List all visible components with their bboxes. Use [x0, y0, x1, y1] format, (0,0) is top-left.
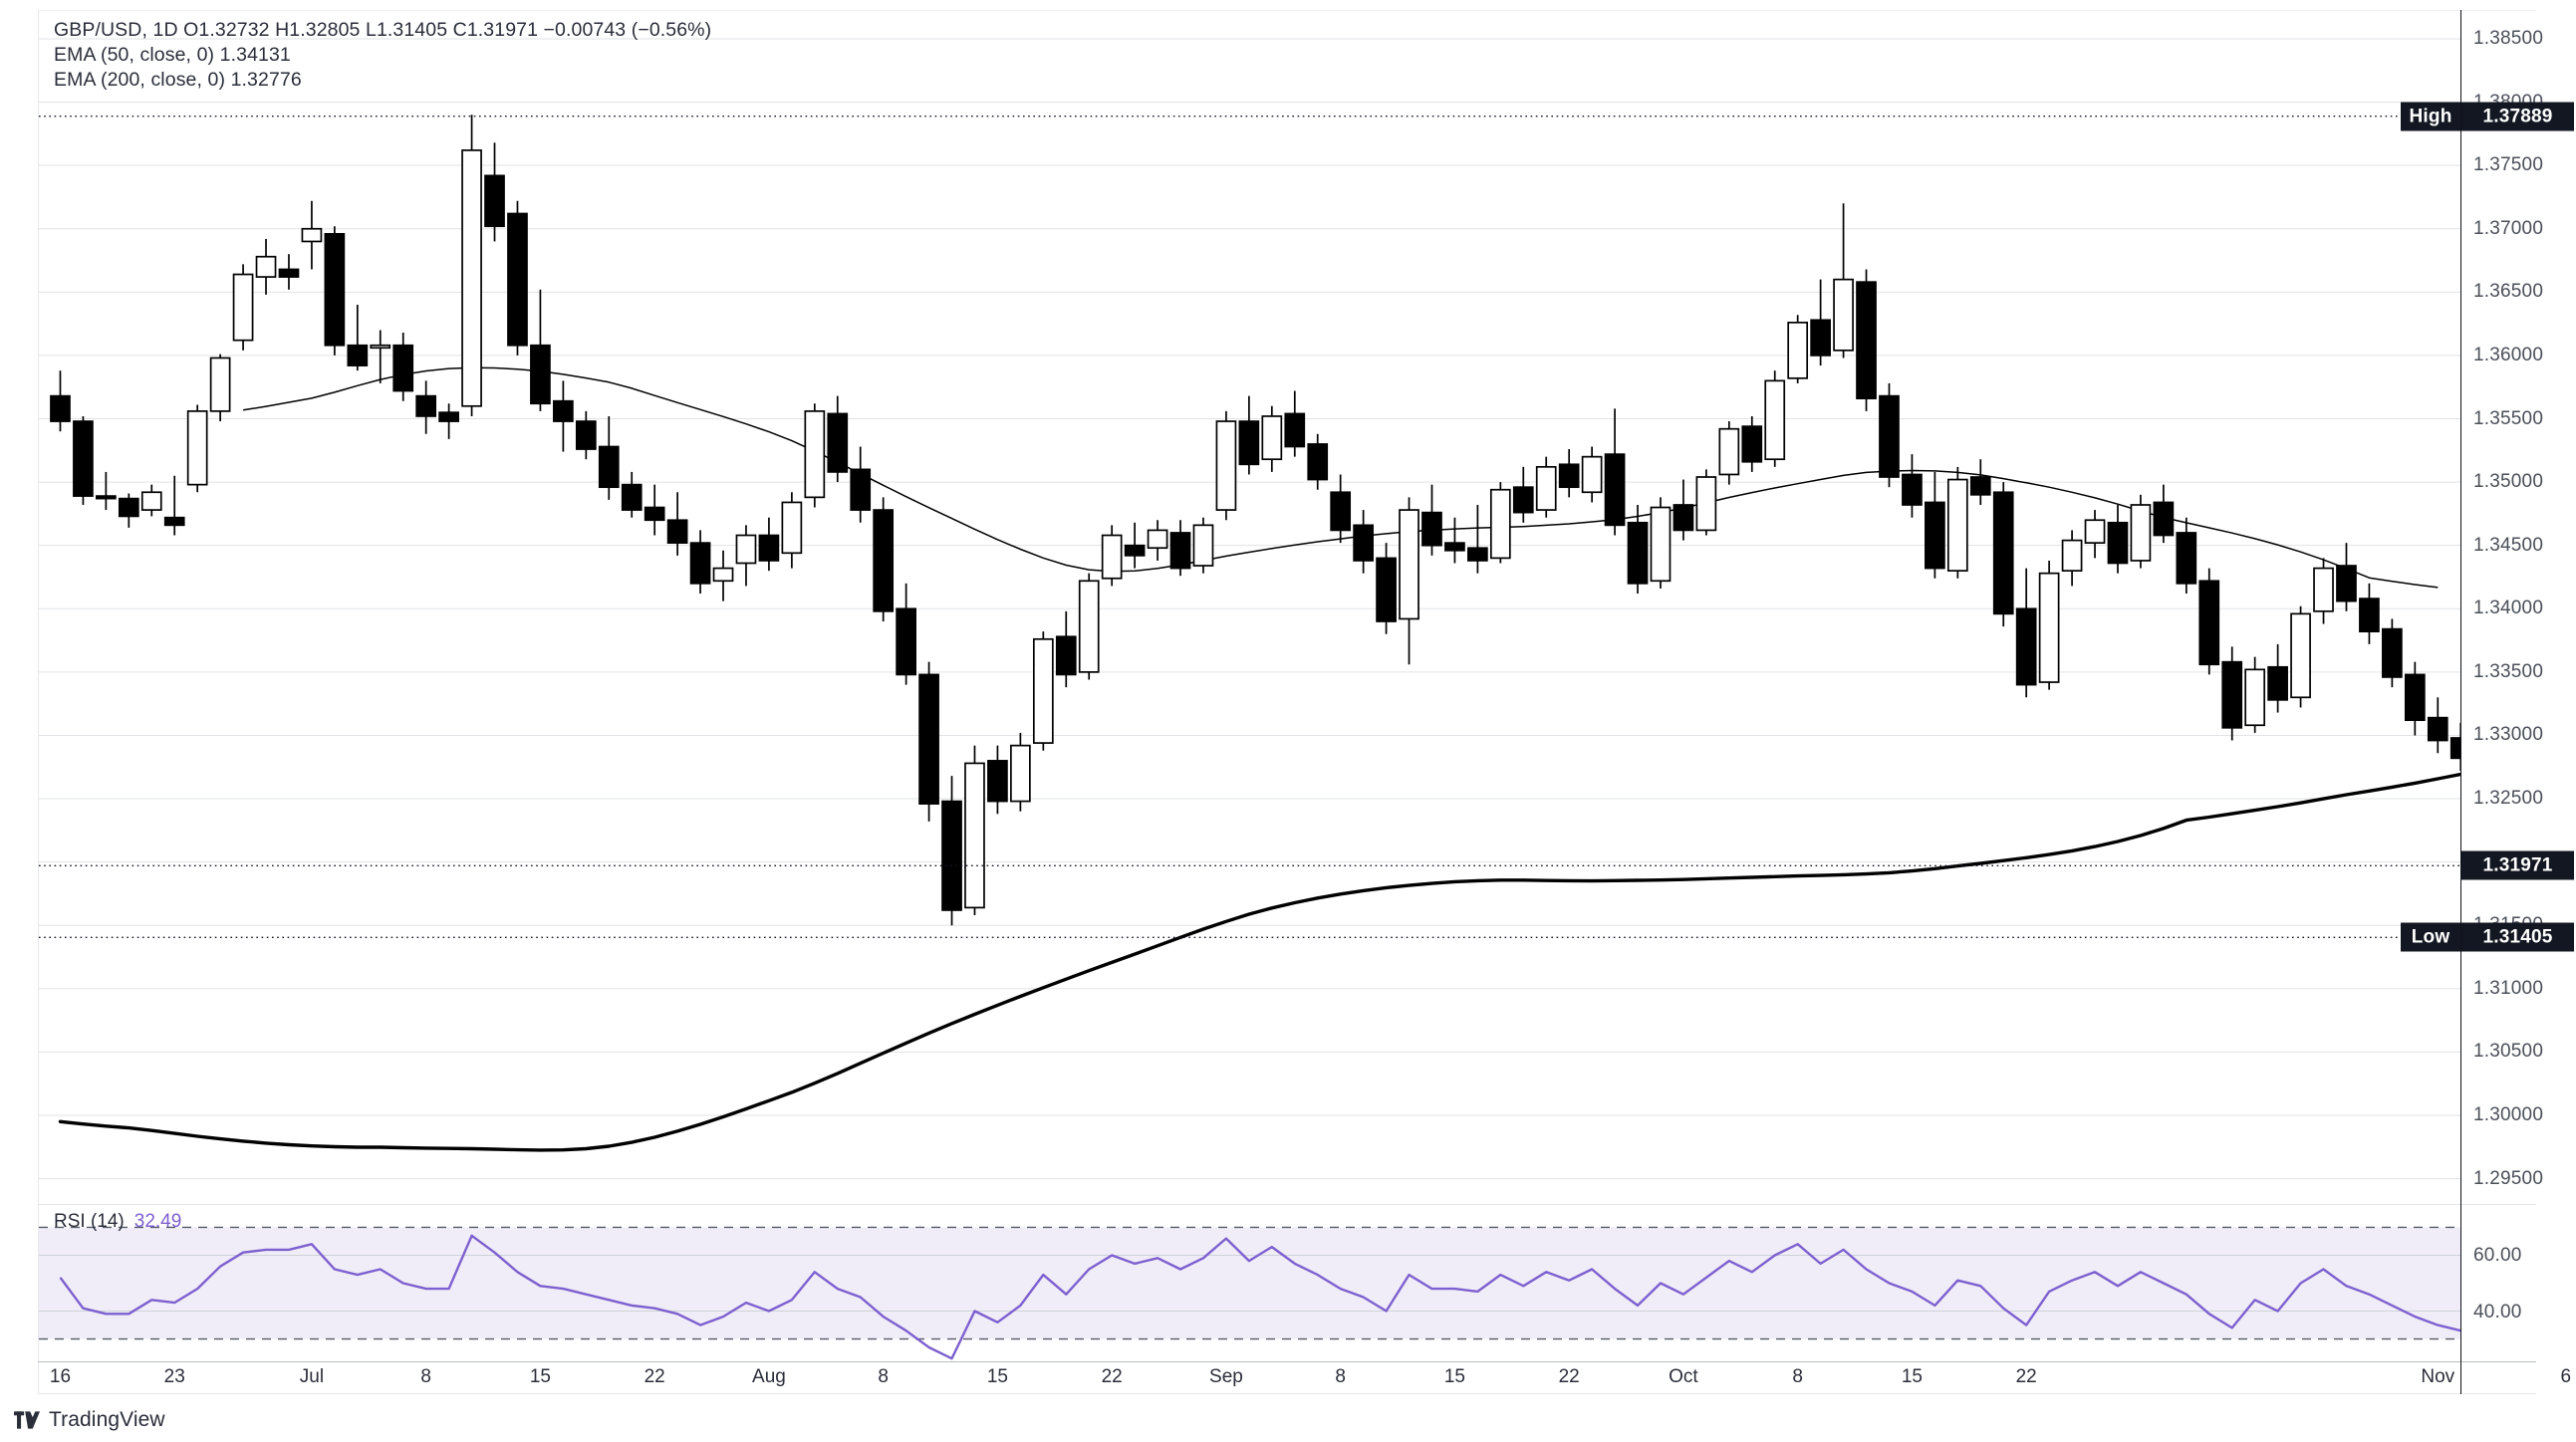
time-axis-label: 8: [420, 1366, 431, 1387]
time-axis-label: 6: [2560, 1366, 2572, 1387]
price-scale-label: 1.35500: [2473, 407, 2544, 429]
time-axis-label: 8: [1792, 1366, 1803, 1387]
time-axis-label: 15: [986, 1366, 1008, 1387]
price-scale-label: 1.34500: [2473, 534, 2544, 556]
bottom-separator: [38, 1361, 2536, 1362]
time-axis-label: 8: [1335, 1366, 1346, 1387]
time-axis[interactable]: 16 23 Jul 8 15 22 Aug 8 15 22 Sep 8 15 22 Oct 8 15 22 Nov 6: [39, 1362, 2571, 1393]
time-axis-label: Oct: [1669, 1366, 1698, 1387]
time-axis-label: 22: [1101, 1366, 1123, 1387]
time-axis-label: 23: [163, 1366, 185, 1387]
panel-separator: [38, 1204, 2536, 1205]
legend-ema200-value: 1.32776: [230, 69, 302, 91]
time-axis-label: 8: [878, 1366, 889, 1387]
price-scale-label: 1.37000: [2473, 217, 2544, 239]
rsi-scale-label: 60.00: [2473, 1245, 2522, 1267]
tradingview-logo[interactable]: TradingView: [14, 1408, 165, 1432]
price-scale-label: 1.38500: [2473, 27, 2544, 49]
tradingview-logo-text: TradingView: [49, 1408, 165, 1431]
legend-ema50-value: 1.34131: [219, 44, 291, 66]
last-price-badge: 1.31971: [2461, 850, 2574, 880]
rsi-canvas: [39, 1226, 2460, 1360]
legend-ema200-name: EMA (200, close, 0): [54, 69, 226, 91]
tradingview-mark-icon: [14, 1411, 40, 1429]
price-scale-label: 1.32500: [2473, 788, 2544, 810]
time-axis-label: 16: [49, 1366, 72, 1387]
high-tag-badge: High: [2401, 102, 2460, 131]
legend-ema50-name: EMA (50, close, 0): [54, 44, 215, 66]
price-scale-label: 1.34000: [2473, 598, 2544, 619]
rsi-legend-title: RSI (14): [54, 1211, 125, 1232]
price-scale-label: 1.33000: [2473, 724, 2544, 746]
price-scale-label: 1.31000: [2473, 977, 2544, 999]
time-axis-label: Sep: [1209, 1366, 1243, 1387]
time-axis-separator: [38, 1393, 2536, 1394]
time-axis-label: 22: [1558, 1366, 1580, 1387]
price-scale-label: 1.35000: [2473, 471, 2544, 493]
legend-symbol-row[interactable]: GBP/USD, 1D O1.32732 H1.32805 L1.31405 C…: [54, 19, 712, 41]
legend-ema50-row[interactable]: EMA (50, close, 0) 1.34131: [54, 43, 711, 68]
time-axis-label: Jul: [299, 1366, 325, 1387]
price-scale-divider: [2460, 10, 2461, 1394]
rsi-legend[interactable]: RSI (14) 32.49: [54, 1211, 181, 1233]
rsi-plot-area[interactable]: [39, 1205, 2460, 1361]
time-axis-label: 22: [644, 1366, 665, 1387]
rsi-scale-label: 40.00: [2473, 1301, 2522, 1322]
price-scale[interactable]: 1.385001.380001.375001.370001.365001.360…: [2461, 10, 2576, 1204]
legend-ema200-row[interactable]: EMA (200, close, 0) 1.32776: [54, 68, 711, 93]
price-scale-label: 1.36000: [2473, 344, 2544, 365]
chart-legend: GBP/USD, 1D O1.32732 H1.32805 L1.31405 C…: [54, 18, 711, 93]
time-axis-label: 15: [1443, 1366, 1465, 1387]
price-scale-label: 1.29500: [2473, 1167, 2544, 1189]
high-price-badge: 1.37889: [2461, 102, 2574, 131]
price-scale-label: 1.33500: [2473, 660, 2544, 682]
time-axis-label: 15: [1901, 1366, 1923, 1387]
rsi-scale[interactable]: 60.00 40.00: [2461, 1205, 2576, 1361]
price-scale-label: 1.36500: [2473, 281, 2544, 303]
time-axis-label: Aug: [752, 1366, 786, 1387]
time-axis-label: 22: [2015, 1366, 2037, 1387]
price-scale-label: 1.30000: [2473, 1103, 2544, 1125]
low-price-badge: 1.31405: [2461, 922, 2574, 952]
rsi-legend-value: 32.49: [133, 1211, 182, 1232]
price-canvas: [39, 38, 2460, 1180]
low-tag-badge: Low: [2401, 922, 2460, 952]
time-axis-label: 15: [529, 1366, 551, 1387]
price-scale-label: 1.37500: [2473, 154, 2544, 176]
price-plot-area[interactable]: [39, 11, 2460, 1204]
time-axis-label: Nov: [2421, 1366, 2455, 1387]
price-scale-label: 1.30500: [2473, 1041, 2544, 1063]
